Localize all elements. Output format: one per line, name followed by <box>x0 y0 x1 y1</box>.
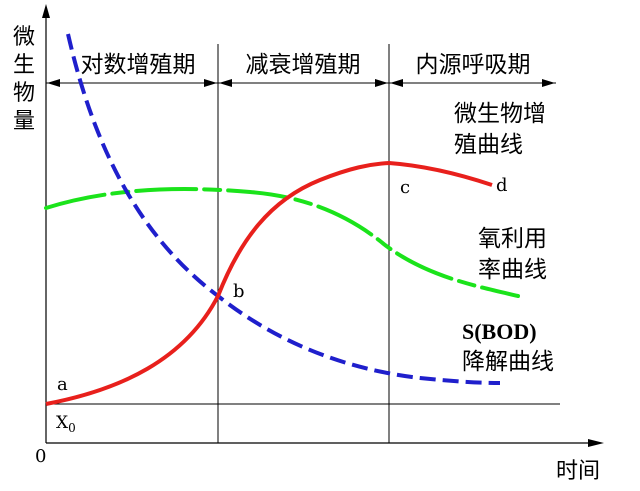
growth-curve-label-line2: 殖曲线 <box>454 132 523 158</box>
growth-curve-label-line1: 微生物增 <box>454 101 546 127</box>
point-label-c: c <box>400 177 410 198</box>
y-axis-label-char-2: 生 <box>13 53 35 78</box>
x0-label: X0 <box>56 413 76 435</box>
phase-label-endogenous: 内源呼吸期 <box>416 52 531 78</box>
oxygen-curve-label-line2: 率曲线 <box>478 257 547 283</box>
origin-label: 0 <box>35 446 46 467</box>
microbial-growth-curve <box>45 160 493 406</box>
phase-label-log: 对数增殖期 <box>81 52 196 78</box>
oxygen-utilization-curve <box>44 187 520 298</box>
phase-label-decline: 减衰增殖期 <box>246 52 361 78</box>
y-axis-label-char-3: 物 <box>13 81 35 106</box>
x-axis-label: 时间 <box>556 459 600 484</box>
point-label-b: b <box>233 281 245 302</box>
oxygen-curve-label-line1: 氧利用 <box>478 226 547 252</box>
point-label-a: a <box>57 374 68 395</box>
phase-arrow-1-right <box>204 79 217 87</box>
phase-arrow-2-left <box>219 79 232 87</box>
bod-curve-label-line1: S(BOD) <box>462 319 537 344</box>
phase-arrow-3-right <box>542 79 555 87</box>
point-label-d: d <box>496 175 508 196</box>
phase-arrow-3-left <box>390 79 403 87</box>
phase-arrow-1-left <box>47 79 60 87</box>
y-axis-label-char-4: 量 <box>13 109 35 134</box>
bod-degradation-curve <box>66 33 501 385</box>
x0-subscript: 0 <box>68 421 76 435</box>
y-axis-arrow <box>42 4 50 18</box>
bod-curve-label-line2: 降解曲线 <box>462 349 554 375</box>
phase-arrow-2-right <box>375 79 388 87</box>
y-axis-label-char-1: 微 <box>13 25 35 50</box>
x-axis-arrow <box>588 439 604 447</box>
